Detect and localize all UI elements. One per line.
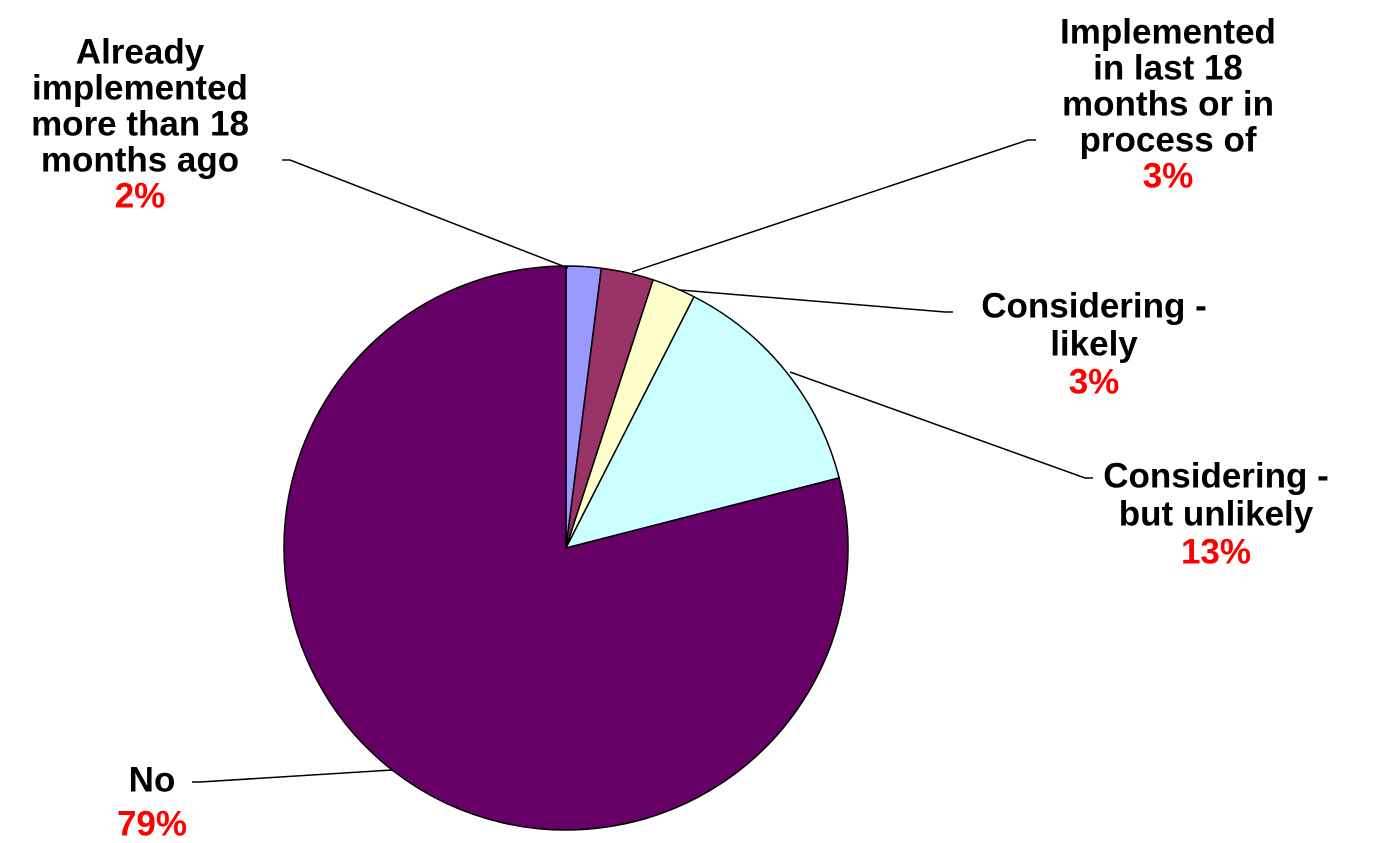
slice-label-line: implemented xyxy=(32,68,248,107)
leader-line-considering-but-unlikely xyxy=(789,371,1093,479)
slice-label-line: Implemented xyxy=(1060,12,1276,51)
slice-label-line: Already xyxy=(76,32,205,71)
leader-line-considering-likely xyxy=(679,289,953,313)
slice-label-line: likely xyxy=(1050,324,1138,363)
slice-label-line: more than 18 xyxy=(31,104,249,143)
slice-label-no: No 79% xyxy=(117,760,187,843)
slice-label-line: Considering - xyxy=(1103,456,1329,495)
slice-label-line: months ago xyxy=(41,140,239,179)
slice-label-line: No xyxy=(129,760,176,799)
slice-label-line: but unlikely xyxy=(1119,494,1314,533)
slice-value-label: 3% xyxy=(1069,362,1120,401)
slice-label-line: process of xyxy=(1080,120,1257,159)
slice-label-line: months or in xyxy=(1062,84,1274,123)
slice-value-label: 2% xyxy=(115,176,166,215)
slice-label-line: Considering - xyxy=(981,286,1207,325)
slice-value-label: 79% xyxy=(117,804,187,838)
slice-value-label: 3% xyxy=(1143,156,1194,195)
slice-value-label: 13% xyxy=(1181,532,1251,571)
leader-line-implemented-in-last-18-months-or-in-process-of xyxy=(631,139,1036,273)
pie-slice-no xyxy=(283,265,849,831)
leader-line-no xyxy=(192,769,393,783)
leader-line-already-implemented-more-than-18-months-ago xyxy=(282,159,569,269)
pie-slices xyxy=(283,265,849,831)
pie-slice-considering-but-unlikely xyxy=(564,295,841,550)
slice-label-line: in last 18 xyxy=(1093,48,1243,87)
leader-lines xyxy=(192,139,1093,783)
